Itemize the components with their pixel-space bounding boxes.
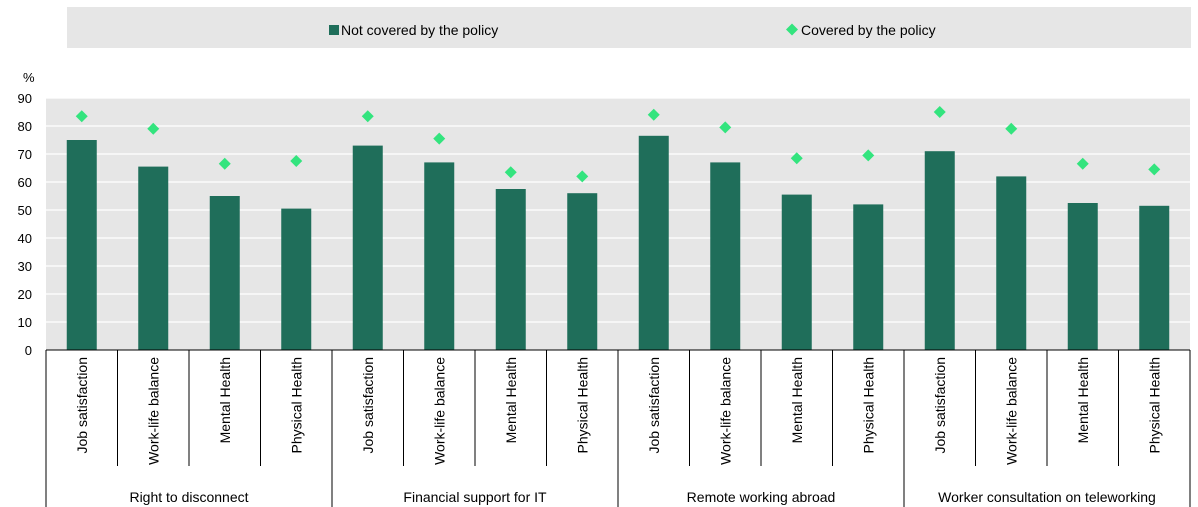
y-tick-label: 90 xyxy=(18,91,32,106)
x-tick-label: Work-life balance xyxy=(717,357,733,465)
bar-not-covered xyxy=(853,204,884,350)
group-label: Worker consultation on teleworking xyxy=(938,489,1156,505)
bar-not-covered xyxy=(1067,203,1098,350)
y-tick-label: 70 xyxy=(18,147,32,162)
y-tick-label: 60 xyxy=(18,175,32,190)
bar-not-covered xyxy=(424,162,455,350)
x-tick-label: Work-life balance xyxy=(1003,357,1019,465)
diamond-covered xyxy=(290,155,303,167)
legend-swatch-not-covered xyxy=(329,25,339,35)
y-tick-label: 0 xyxy=(25,343,32,358)
x-tick-label: Job satisfaction xyxy=(646,357,662,454)
diamond-covered xyxy=(862,149,875,162)
diamonds xyxy=(75,106,1161,183)
bar-not-covered xyxy=(209,196,240,350)
x-tick-label: Work-life balance xyxy=(431,357,447,465)
group-label: Remote working abroad xyxy=(687,489,836,505)
diamond-covered xyxy=(147,122,160,135)
legend-label-not-covered: Not covered by the policy xyxy=(341,22,498,38)
diamond-covered xyxy=(1148,163,1161,176)
legend-label-covered: Covered by the policy xyxy=(801,22,936,38)
diamond-covered xyxy=(719,121,732,134)
bar-not-covered xyxy=(138,166,169,350)
bar-not-covered xyxy=(1139,205,1170,350)
group-label: Right to disconnect xyxy=(129,489,248,505)
x-tick-label: Physical Health xyxy=(860,357,876,454)
x-tick-label: Physical Health xyxy=(574,357,590,454)
y-axis-ticks: 0 10 20 30 40 50 60 70 80 90 xyxy=(18,91,32,358)
x-tick-label: Mental Health xyxy=(217,357,233,443)
bars xyxy=(66,135,1170,350)
bar-not-covered xyxy=(638,135,669,350)
bar-not-covered xyxy=(996,176,1027,350)
diamond-covered xyxy=(504,166,517,179)
diamond-covered xyxy=(933,106,946,118)
diamond-covered xyxy=(576,170,589,183)
group-label: Financial support for IT xyxy=(403,489,547,505)
x-tick-label: Work-life balance xyxy=(145,357,161,465)
x-tick-label: Mental Health xyxy=(1075,357,1091,443)
diamond-covered xyxy=(75,110,88,123)
bar-not-covered xyxy=(924,151,955,350)
x-tick-label: Job satisfaction xyxy=(74,357,90,454)
x-tick-label: Mental Health xyxy=(789,357,805,443)
diamond-covered xyxy=(1005,122,1018,135)
bar-not-covered xyxy=(495,189,526,350)
y-tick-label: 20 xyxy=(18,287,32,302)
x-axis: Job satisfaction Work-life balance Mental … xyxy=(45,349,1191,507)
x-tick-label: Mental Health xyxy=(503,357,519,443)
bar-not-covered xyxy=(781,194,812,350)
y-tick-label: 10 xyxy=(18,315,32,330)
y-tick-label: 40 xyxy=(18,231,32,246)
diamond-covered xyxy=(1076,157,1089,170)
legend-swatch-covered xyxy=(786,23,798,36)
diamond-covered xyxy=(361,110,374,123)
y-tick-label: 80 xyxy=(18,119,32,134)
y-tick-label: 50 xyxy=(18,203,32,218)
x-tick-label: Job satisfaction xyxy=(932,357,948,454)
bar-not-covered xyxy=(66,140,97,350)
y-unit-label: % xyxy=(23,70,35,85)
x-tick-label: Job satisfaction xyxy=(360,357,376,454)
diamond-covered xyxy=(433,132,446,145)
x-tick-label: Physical Health xyxy=(288,357,304,454)
bar-not-covered xyxy=(352,145,383,350)
bar-not-covered xyxy=(281,208,312,350)
diamond-covered xyxy=(218,157,231,170)
diamond-covered xyxy=(647,108,660,121)
x-tick-label: Physical Health xyxy=(1146,357,1162,454)
bar-not-covered xyxy=(710,162,741,350)
bar-not-covered xyxy=(567,193,598,350)
legend: Not covered by the policy Covered by the… xyxy=(329,22,936,38)
legend-background xyxy=(67,7,1191,48)
diamond-covered xyxy=(790,152,803,165)
y-tick-label: 30 xyxy=(18,259,32,274)
